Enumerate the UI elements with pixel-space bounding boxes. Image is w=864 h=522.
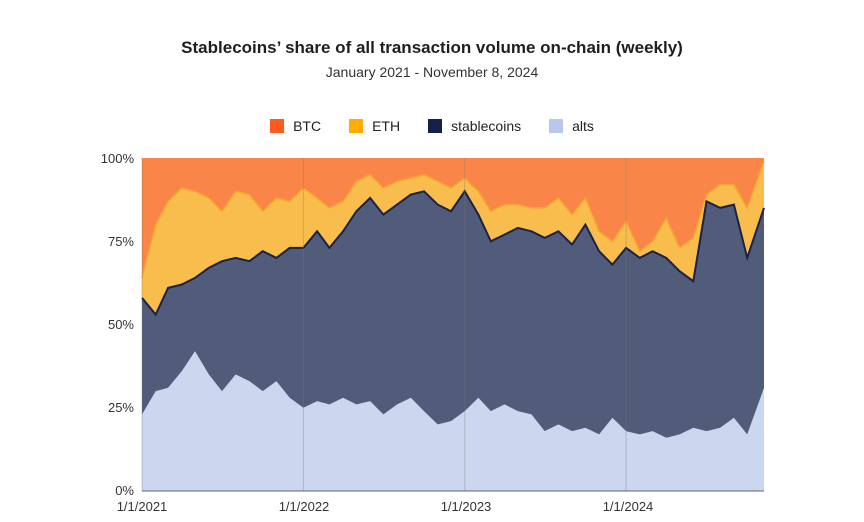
area-alts (142, 351, 764, 491)
y-tick-0: 0% (115, 483, 134, 498)
legend-item-alts[interactable]: alts (549, 118, 594, 134)
x-tick-2021: 1/1/2021 (117, 499, 168, 514)
x-tick-2023: 1/1/2023 (441, 499, 492, 514)
x-tick-2022: 1/1/2022 (279, 499, 330, 514)
y-tick-50: 50% (108, 317, 134, 332)
chart-title: Stablecoins’ share of all transaction vo… (181, 38, 683, 57)
chart-subtitle: January 2021 - November 8, 2024 (325, 64, 539, 80)
legend-item-btc[interactable]: BTC (270, 118, 321, 134)
legend-item-stablecoins[interactable]: stablecoins (428, 118, 521, 134)
legend-swatch-eth (349, 119, 364, 133)
legend-label-eth: ETH (372, 118, 401, 134)
legend-label-alts: alts (572, 118, 594, 134)
year-gridlines (141, 158, 627, 491)
legend-label-stablecoins: stablecoins (451, 118, 522, 134)
y-tick-100: 100% (101, 151, 135, 166)
y-tick-75: 75% (108, 234, 134, 249)
y-tick-25: 25% (108, 400, 134, 415)
legend-swatch-stablecoins (428, 119, 443, 133)
line-eth-edge (141, 161, 765, 279)
line-stablecoins (141, 189, 765, 317)
chart-legend: BTC ETH stablecoins alts (0, 118, 864, 134)
x-tick-2024: 1/1/2024 (603, 499, 654, 514)
legend-swatch-alts (549, 119, 564, 133)
legend-item-eth[interactable]: ETH (349, 118, 400, 134)
legend-swatch-btc (270, 119, 285, 133)
legend-label-btc: BTC (293, 118, 322, 134)
